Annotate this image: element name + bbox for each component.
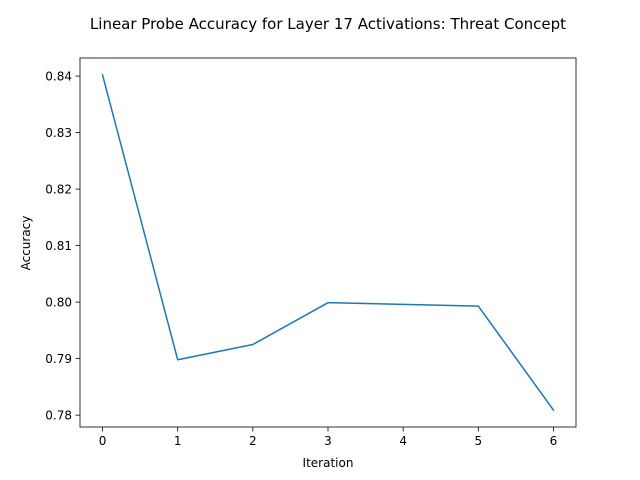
- y-tick-label: 0.84: [45, 70, 72, 84]
- x-tick-label: 6: [550, 434, 558, 448]
- x-tick-label: 1: [174, 434, 182, 448]
- plot-area: 0 1 2 3 4 5 6 0.78 0.79 0.80 0.81 0.82 0.83 0.84: [45, 57, 577, 448]
- series-line-0: [101, 74, 555, 412]
- chart-title: Linear Probe Accuracy for Layer 17 Activ…: [90, 15, 566, 33]
- y-axis-label: Accuracy: [19, 216, 33, 271]
- x-tick-label: 0: [99, 434, 107, 448]
- y-tick-label: 0.81: [45, 239, 72, 253]
- x-tick-label: 3: [324, 434, 332, 448]
- y-tick-label: 0.83: [45, 126, 72, 140]
- x-tick-label: 2: [249, 434, 257, 448]
- y-tick-label: 0.80: [45, 296, 72, 310]
- x-axis-label: Iteration: [303, 456, 354, 470]
- x-tick-label: 4: [399, 434, 407, 448]
- x-tick-label: 5: [474, 434, 482, 448]
- y-tick-label: 0.79: [45, 352, 72, 366]
- y-tick-label: 0.78: [45, 409, 72, 423]
- y-tick-label: 0.82: [45, 183, 72, 197]
